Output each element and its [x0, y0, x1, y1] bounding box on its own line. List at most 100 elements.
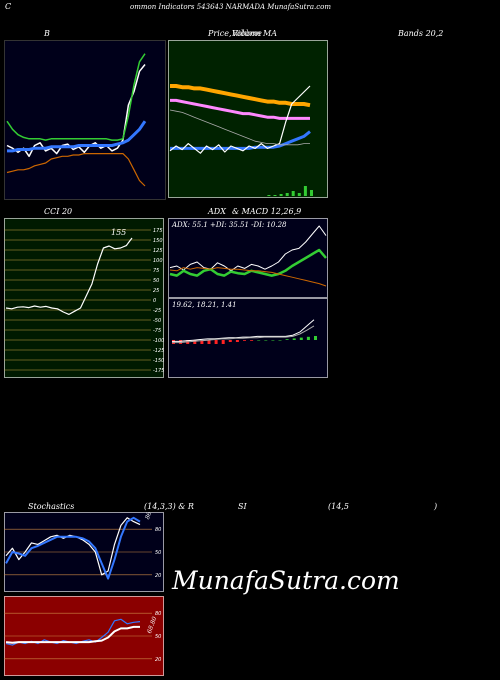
adx-series-line-1	[169, 248, 327, 277]
stoch-tick-label: 80	[155, 527, 161, 533]
adx-panel: ADX: 55.1 +DI: 35.51 -DI: 10.28	[168, 218, 328, 298]
b-panel	[4, 40, 166, 200]
macd-hist-bar	[221, 340, 225, 344]
volume-bar	[279, 194, 283, 196]
macd-hist-bar	[214, 340, 218, 344]
cci-tick-label: 125	[153, 248, 163, 254]
b-label: B	[44, 29, 50, 38]
rsi-tick-label: 80	[155, 611, 161, 617]
macd-hist-bar	[292, 338, 296, 340]
stoch-series-line-1	[5, 516, 141, 580]
macd-chart	[168, 298, 328, 378]
adx-chart	[168, 218, 328, 298]
adx-info: ADX: 55.1 +DI: 35.51 -DI: 10.28	[172, 221, 287, 229]
cci-border	[4, 218, 164, 378]
adx-series-line-0	[169, 225, 327, 272]
watermark: MunafaSutra.com	[172, 566, 400, 595]
price-panel	[168, 40, 328, 198]
rsi-params-close: )	[434, 502, 438, 511]
stoch-label: Stochastics	[28, 502, 75, 511]
b-series-line-1	[7, 120, 147, 153]
volume-label: Volume	[232, 29, 262, 38]
volume-bar	[267, 195, 271, 196]
price-series-line-3	[169, 85, 311, 154]
stoch-chart: 80 50 20	[4, 512, 164, 592]
b-series-line-2	[6, 53, 146, 141]
adx-border	[168, 218, 328, 298]
rsi-label: SI	[238, 502, 247, 511]
stoch-tick-label: 20	[155, 573, 161, 579]
ma-label: MA	[263, 29, 277, 38]
adx-label: ADX	[208, 207, 226, 216]
price-ribbon-line	[169, 109, 310, 146]
macd-label: & MACD 12,26,9	[232, 207, 302, 216]
macd-hist-bar	[271, 340, 275, 341]
macd-hist-bar	[306, 336, 310, 340]
macd-hist-bar	[278, 340, 282, 341]
macd-panel: 19.62, 18.21, 1.41	[168, 298, 328, 378]
macd-hist-bar	[207, 340, 211, 344]
macd-series-line-1	[172, 325, 315, 344]
adx-series-line-2	[169, 267, 327, 287]
adx-bg	[168, 218, 328, 298]
cci-tick-label: 25	[153, 288, 159, 294]
macd-hist-bar	[243, 340, 246, 341]
cci-tick-label: -75	[153, 328, 161, 334]
cci-tick-label: 0	[153, 298, 156, 304]
cci-chart: 175 150 125 100 75 50 25 0 -25 -50 -75 -100 -125 -150…	[4, 218, 164, 378]
cci-tick-label: -50	[153, 318, 161, 324]
rsi-chart: 80 50 20	[4, 596, 164, 676]
macd-hist-bar	[200, 340, 204, 344]
cci-line	[5, 237, 133, 316]
macd-hist-bar	[235, 340, 239, 342]
cci-tick-label: 100	[153, 258, 163, 264]
macd-hist-bar	[193, 340, 197, 344]
cci-tick-label: -175	[153, 368, 164, 374]
cci-label: CCI 20	[44, 207, 73, 216]
volume-bar	[303, 186, 307, 196]
rsi-series-line-1	[5, 625, 140, 644]
macd-series-line-0	[172, 319, 315, 342]
header-title: ommon Indicators 543643 NARMADA MunafaSu…	[130, 3, 331, 11]
macd-hist-bar	[228, 340, 232, 342]
ribbon-label: Ribbon	[232, 29, 261, 38]
macd-hist-bar	[285, 339, 289, 340]
macd-border	[168, 298, 328, 378]
macd-hist-bar	[172, 340, 175, 344]
cci-tick-label: 75	[153, 268, 159, 274]
cci-tick-label: 175	[153, 228, 163, 234]
b-chart	[5, 41, 165, 199]
volume-bar	[291, 191, 295, 196]
volume-bar	[297, 193, 301, 196]
cci-tick-label: -100	[153, 338, 164, 344]
cci-tick-label: -150	[153, 358, 164, 364]
volume-bar	[273, 195, 277, 196]
price-series-line-0	[170, 84, 311, 108]
price-label: Price,	[208, 29, 232, 38]
rsi-tick-label: 50	[155, 634, 161, 640]
stoch-tick-label: 50	[155, 550, 161, 556]
rsi-params: (14,5	[328, 502, 349, 511]
rsi-panel: 80 50 20 68.80	[4, 596, 164, 676]
cci-panel: 175 150 125 100 75 50 25 0 -25 -50 -75 -100 -125 -150…	[4, 218, 164, 378]
cci-tick-label: -125	[153, 348, 164, 354]
macd-hist-bar	[299, 337, 303, 340]
b-series-line-0	[6, 64, 146, 158]
bands-label: Bands 20,2	[398, 29, 444, 38]
volume-bar	[310, 190, 313, 196]
price-chart	[168, 40, 328, 198]
header-left: C	[5, 2, 12, 11]
b-series-line-3	[6, 152, 146, 187]
cci-tick-label: 150	[153, 238, 163, 244]
macd-hist-bar	[257, 340, 261, 341]
cci-bg	[4, 218, 164, 378]
rsi-tick-label: 20	[155, 657, 161, 663]
stoch-params: (14,3,3) & R	[144, 502, 194, 511]
cci-value: 155	[111, 228, 127, 237]
cci-tick-label: -25	[153, 308, 161, 314]
macd-info: 19.62, 18.21, 1.41	[172, 301, 237, 309]
price-series-line-2	[170, 130, 311, 150]
macd-hist-bar	[250, 340, 254, 341]
